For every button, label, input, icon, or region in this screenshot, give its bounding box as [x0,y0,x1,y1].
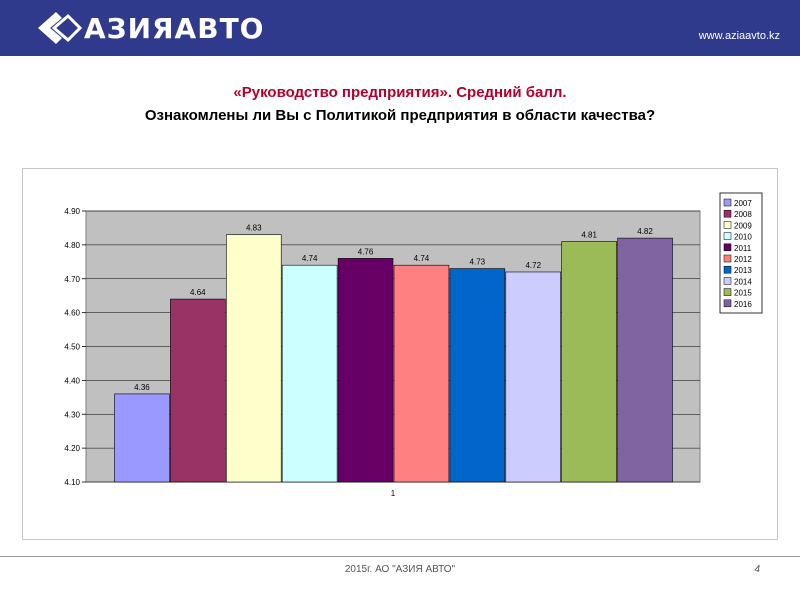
y-tick-label: 4.50 [64,343,80,352]
legend-swatch-2014 [723,277,732,285]
legend-label: 2016 [734,300,752,309]
site-url[interactable]: www.aziaavto.kz [698,30,780,42]
bar-2013 [449,268,506,483]
legend-label: 2008 [734,210,752,219]
logo: АЗИЯАВТО [34,8,264,48]
bar-2016 [617,237,673,483]
legend-swatch-2016 [723,299,732,308]
bar-2010 [281,264,338,483]
legend-swatch-2010 [723,232,732,240]
bar-data-label: 4.83 [246,224,262,233]
bar-data-label: 4.74 [302,254,318,263]
y-tick-label: 4.70 [64,275,80,284]
logo-text: АЗИЯАВТО [84,11,265,45]
bar-data-label: 4.82 [637,227,653,236]
legend-swatch-2015 [723,288,732,296]
bar-2014 [505,271,561,483]
bar-data-label: 4.74 [414,254,430,263]
bar-data-label: 4.36 [134,383,150,392]
bar-data-label: 4.81 [581,230,597,239]
bar-chart: 4.10 4.20 4.30 4.40 4.50 4.60 4.70 4.80 4.90 4.36… [64,192,763,498]
legend-swatch-2008 [723,209,732,218]
legend-label: 2015 [734,289,752,298]
legend-label: 2009 [734,221,752,230]
footer-text: 2015г. АО "АЗИЯ АВТО" [344,564,456,575]
legend-label: 2011 [734,244,752,253]
bar-2015 [561,241,617,483]
bar-2008 [170,298,226,483]
bar-data-label: 4.73 [470,258,486,267]
legend-swatch-2007 [723,198,732,207]
bar-data-label: 4.76 [358,247,374,256]
bar-data-label: 4.64 [190,288,206,297]
legend-label: 2012 [734,255,752,264]
legend-swatch-2012 [723,254,732,263]
y-tick-label: 4.80 [64,241,80,250]
y-tick-label: 4.40 [64,376,80,385]
title-line-1: «Руководство предприятия». Средний балл. [233,84,567,101]
y-tick-label: 4.20 [64,444,80,453]
footer-divider [0,556,800,557]
logo-mark-icon [38,12,82,44]
chart-frame: 4.10 4.20 4.30 4.40 4.50 4.60 4.70 4.80 4.90 4.36… [22,168,778,540]
y-tick-label: 4.30 [64,410,80,419]
legend-label: 2014 [734,277,752,286]
legend-label: 2007 [734,199,752,208]
y-tick-label: 4.60 [64,309,80,318]
legend-swatch-2013 [723,265,732,274]
bar-data-label: 4.72 [525,261,541,270]
slide-title: «Руководство предприятия». Средний балл.… [0,84,800,124]
y-tick-label: 4.10 [64,478,80,487]
legend-swatch-2011 [723,243,732,252]
legend-label: 2010 [734,233,752,242]
bar-2011 [337,258,394,483]
title-line-2: Ознакомлены ли Вы с Политикой предприяти… [144,107,656,124]
x-tick-label: 1 [391,489,396,498]
bar-2007 [114,393,170,483]
y-tick-label: 4.90 [64,207,80,216]
legend-swatch-2009 [723,221,732,229]
page-number: 4 [754,564,760,575]
bar-2009 [226,234,282,483]
header-bar: АЗИЯАВТО www.aziaavto.kz [0,0,800,56]
bar-2012 [393,264,450,483]
legend-label: 2013 [734,266,752,275]
